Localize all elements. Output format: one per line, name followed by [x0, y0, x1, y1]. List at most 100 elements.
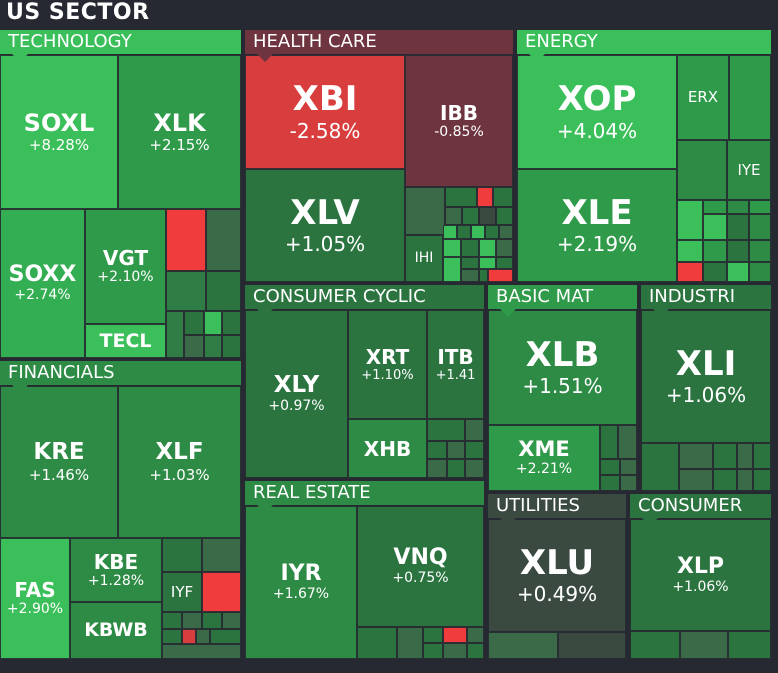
sector-header-basic-mat[interactable]: BASIC MAT [488, 285, 637, 309]
tile-small[interactable] [618, 425, 637, 459]
tile-xlv[interactable]: XLV +1.05% [245, 169, 405, 282]
tile-small[interactable] [465, 419, 484, 441]
tile-small[interactable] [677, 140, 727, 200]
tile-small[interactable] [206, 271, 241, 311]
tile-small[interactable] [477, 187, 493, 207]
tile-small[interactable] [479, 207, 496, 225]
tile-small[interactable] [729, 55, 771, 140]
tile-soxx[interactable]: SOXX +2.74% [0, 209, 85, 358]
tile-xlu[interactable]: XLU +0.49% [488, 519, 626, 632]
tile-small[interactable] [479, 239, 496, 257]
tile-small[interactable] [202, 572, 241, 612]
sector-header-real-estate[interactable]: REAL ESTATE [245, 481, 484, 505]
tile-kbe[interactable]: KBE +1.28% [70, 538, 162, 602]
tile-small[interactable] [703, 214, 727, 240]
tile-small[interactable] [204, 311, 222, 335]
tile-small[interactable] [405, 187, 445, 235]
tile-small[interactable] [680, 631, 728, 659]
tile-small[interactable] [462, 207, 479, 225]
tile-soxl[interactable]: SOXL +8.28% [0, 55, 118, 209]
tile-small[interactable] [443, 643, 467, 659]
tile-small[interactable] [727, 214, 749, 240]
tile-iyf[interactable]: IYF [162, 572, 202, 612]
tile-small[interactable] [182, 629, 196, 644]
tile-small[interactable] [397, 627, 423, 659]
sector-consumer[interactable]: CONSUMER XLP +1.06% [630, 494, 771, 659]
tile-iye[interactable]: IYE [727, 140, 771, 200]
sector-utilities[interactable]: UTILITIES XLU +0.49% [488, 494, 626, 659]
tile-small[interactable] [479, 269, 488, 282]
tile-erx[interactable]: ERX [677, 55, 729, 140]
tile-small[interactable] [202, 612, 222, 629]
tile-small[interactable] [423, 643, 443, 659]
sector-header-industri[interactable]: INDUSTRI [641, 285, 771, 309]
tile-small[interactable] [677, 240, 703, 262]
sector-header-utilities[interactable]: UTILITIES [488, 494, 626, 518]
tile-small[interactable] [166, 209, 206, 271]
tile-small[interactable] [465, 441, 484, 459]
tile-small[interactable] [206, 209, 241, 271]
tile-small[interactable] [677, 200, 703, 240]
tile-xlf[interactable]: XLF +1.03% [118, 386, 241, 538]
tile-small[interactable] [427, 459, 447, 478]
tile-xhb[interactable]: XHB [348, 419, 427, 478]
tile-small[interactable] [182, 612, 202, 629]
tile-small[interactable] [713, 469, 737, 491]
tile-small[interactable] [357, 627, 397, 659]
sector-header-consumer[interactable]: CONSUMER [630, 494, 771, 518]
tile-xlb[interactable]: XLB +1.51% [488, 310, 637, 425]
tile-small[interactable] [162, 644, 241, 659]
tile-small[interactable] [488, 632, 558, 659]
tile-small[interactable] [737, 469, 753, 491]
sector-consumer-cyclic[interactable]: CONSUMER CYCLIC XLY +0.97% XRT +1.10% IT… [245, 285, 484, 478]
tile-small[interactable] [447, 441, 465, 459]
sector-header-technology[interactable]: TECHNOLOGY [0, 30, 241, 54]
tile-xop[interactable]: XOP +4.04% [517, 55, 677, 169]
sector-technology[interactable]: TECHNOLOGY SOXL +8.28% XLK +2.15% SOXX +… [0, 30, 241, 358]
tile-small[interactable] [496, 207, 513, 225]
tile-small[interactable] [445, 187, 477, 207]
tile-small[interactable] [600, 475, 620, 491]
tile-small[interactable] [488, 269, 513, 282]
tile-small[interactable] [162, 538, 202, 572]
tile-small[interactable] [222, 335, 241, 358]
tile-vgt[interactable]: VGT +2.10% [85, 209, 166, 324]
tile-xle[interactable]: XLE +2.19% [517, 169, 677, 282]
sector-header-energy[interactable]: ENERGY [517, 30, 771, 54]
tile-small[interactable] [493, 187, 513, 207]
tile-small[interactable] [447, 459, 465, 478]
tile-small[interactable] [465, 459, 484, 478]
tile-xly[interactable]: XLY +0.97% [245, 310, 348, 478]
tile-itb[interactable]: ITB +1.41 [427, 310, 484, 419]
tile-kbwb[interactable]: KBWB [70, 602, 162, 659]
tile-xlk[interactable]: XLK +2.15% [118, 55, 241, 209]
tile-small[interactable] [461, 269, 479, 282]
tile-ibb[interactable]: IBB -0.85% [405, 55, 513, 187]
tile-small[interactable] [753, 443, 771, 469]
tile-small[interactable] [461, 239, 479, 257]
tile-small[interactable] [443, 257, 461, 282]
tile-small[interactable] [727, 200, 749, 214]
tile-fas[interactable]: FAS +2.90% [0, 538, 70, 659]
tile-small[interactable] [749, 240, 771, 262]
tile-small[interactable] [457, 225, 471, 239]
tile-small[interactable] [749, 200, 771, 214]
tile-xrt[interactable]: XRT +1.10% [348, 310, 427, 419]
tile-iyr[interactable]: IYR +1.67% [245, 506, 357, 659]
tile-small[interactable] [703, 200, 727, 214]
tile-small[interactable] [222, 311, 241, 335]
tile-small[interactable] [753, 469, 771, 491]
tile-small[interactable] [485, 225, 499, 239]
tile-small[interactable] [679, 443, 713, 469]
tile-small[interactable] [630, 631, 680, 659]
tile-small[interactable] [443, 225, 457, 239]
tile-vnq[interactable]: VNQ +0.75% [357, 506, 484, 627]
tile-small[interactable] [496, 239, 513, 257]
sector-header-financials[interactable]: FINANCIALS [0, 361, 241, 385]
tile-small[interactable] [184, 311, 204, 335]
tile-xli[interactable]: XLI +1.06% [641, 310, 771, 443]
tile-small[interactable] [162, 629, 182, 644]
tile-small[interactable] [479, 257, 496, 269]
tile-small[interactable] [461, 257, 479, 269]
tile-xbi[interactable]: XBI -2.58% [245, 55, 405, 169]
